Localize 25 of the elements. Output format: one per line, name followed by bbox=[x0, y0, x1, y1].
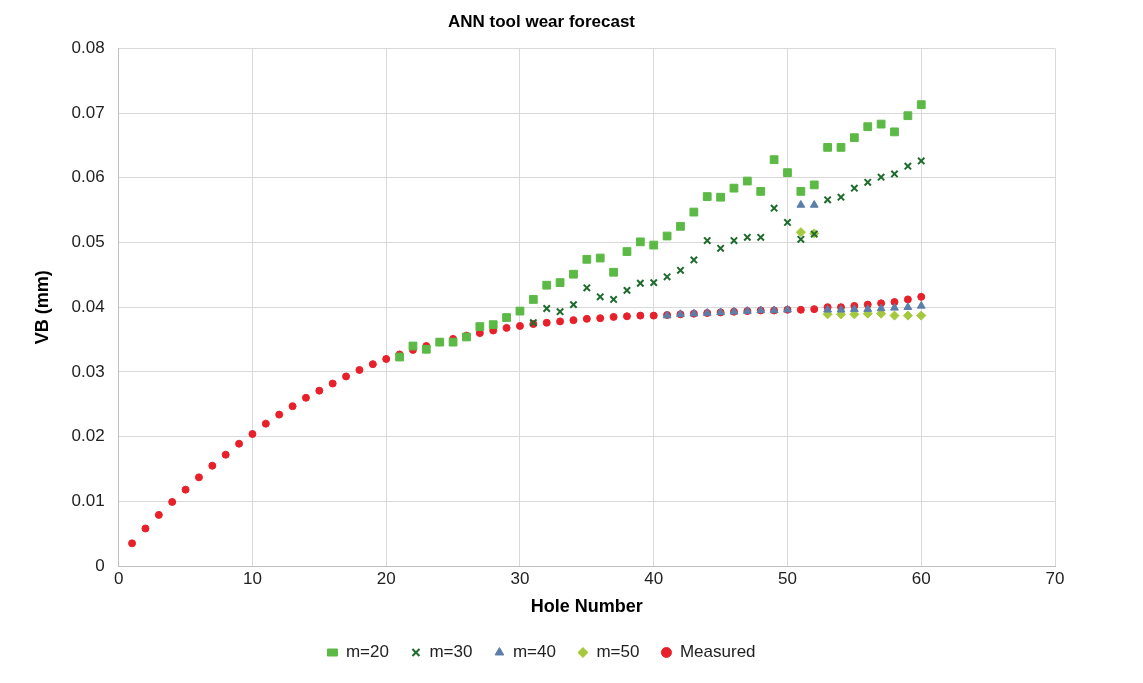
x-tick-label: 50 bbox=[778, 568, 797, 588]
x-tick-label: 60 bbox=[911, 568, 931, 588]
legend-label: m=40 bbox=[512, 642, 556, 662]
x-axis-title: Hole Number bbox=[530, 596, 643, 617]
y-axis-title: VB (mm) bbox=[31, 270, 52, 345]
legend-label: m=50 bbox=[596, 642, 640, 662]
x-tick-label: 40 bbox=[644, 568, 664, 588]
y-tick-label: 0.05 bbox=[71, 232, 105, 252]
y-tick-label: 0 bbox=[95, 555, 105, 575]
legend-label: Measured bbox=[679, 642, 756, 662]
y-tick-label: 0.03 bbox=[71, 361, 105, 381]
x-tick-label: 0 bbox=[113, 568, 124, 588]
x-tick-label: 10 bbox=[242, 568, 262, 588]
x-tick-label: 30 bbox=[510, 568, 530, 588]
y-tick-label: 0.07 bbox=[71, 102, 105, 122]
y-tick-label: 0.01 bbox=[71, 490, 105, 510]
legend-label: m=20 bbox=[345, 642, 389, 662]
y-tick-label: 0.02 bbox=[71, 426, 105, 446]
y-tick-label: 0.04 bbox=[71, 296, 105, 316]
y-tick-label: 0.08 bbox=[71, 38, 105, 58]
x-tick-label: 70 bbox=[1045, 568, 1065, 588]
x-tick-label: 20 bbox=[376, 568, 396, 588]
chart-title: ANN tool wear forecast bbox=[447, 11, 636, 31]
legend-label: m=30 bbox=[429, 642, 473, 662]
y-tick-label: 0.06 bbox=[71, 167, 105, 187]
